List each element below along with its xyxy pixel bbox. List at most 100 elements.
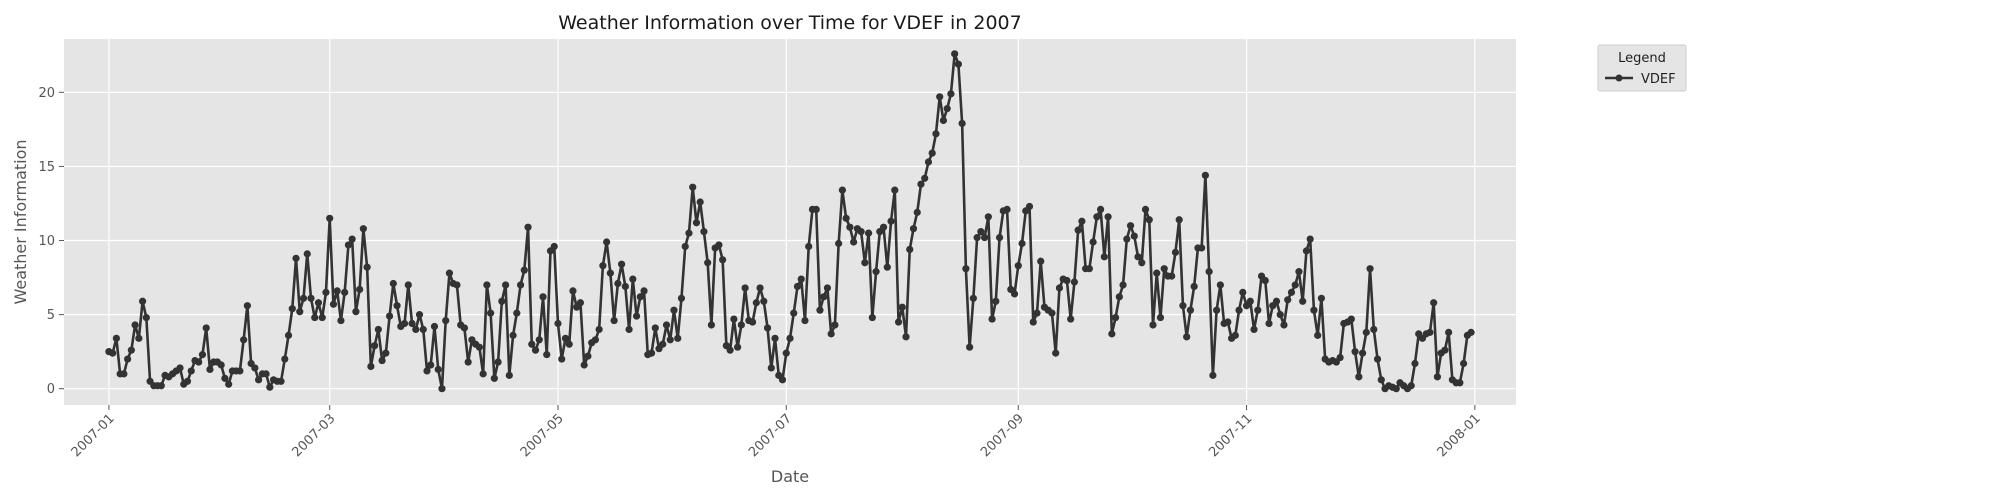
data-point xyxy=(131,321,139,329)
y-tick-label: 5 xyxy=(47,308,55,323)
data-point xyxy=(1299,297,1307,305)
data-point xyxy=(677,294,686,302)
data-point xyxy=(520,266,528,274)
y-grid xyxy=(64,91,1516,390)
data-point xyxy=(887,217,895,225)
data-point xyxy=(1175,216,1183,224)
data-point xyxy=(430,322,439,331)
data-point xyxy=(689,183,697,191)
data-point xyxy=(632,312,641,320)
data-point xyxy=(1370,325,1378,334)
data-point xyxy=(296,308,304,316)
data-point xyxy=(176,364,184,372)
data-point xyxy=(850,238,858,246)
data-point xyxy=(1108,330,1116,338)
data-point xyxy=(371,342,379,350)
data-point xyxy=(805,242,813,251)
data-point xyxy=(831,321,839,329)
data-point xyxy=(681,242,689,251)
data-point xyxy=(243,302,251,310)
data-point xyxy=(610,316,618,325)
data-point xyxy=(674,334,682,342)
data-point xyxy=(558,355,566,363)
data-point xyxy=(288,305,296,313)
data-point xyxy=(1160,265,1168,273)
data-point xyxy=(1235,306,1243,314)
x-tick-label: 2008-01 xyxy=(1435,411,1484,460)
y-tick-label: 0 xyxy=(47,382,55,397)
data-point xyxy=(1010,290,1019,298)
data-point xyxy=(408,319,416,328)
data-point xyxy=(1209,371,1217,379)
data-point xyxy=(782,349,790,357)
data-point xyxy=(1179,302,1187,310)
data-point xyxy=(284,331,293,339)
data-point xyxy=(292,254,300,262)
data-point xyxy=(793,282,802,291)
data-point xyxy=(1003,205,1011,213)
data-point xyxy=(1037,257,1045,265)
data-point xyxy=(1190,282,1198,291)
data-point xyxy=(445,269,454,277)
data-point xyxy=(659,340,667,348)
data-point xyxy=(1261,276,1269,285)
data-point xyxy=(311,313,319,322)
data-point xyxy=(1014,262,1022,270)
y-tick-label: 15 xyxy=(38,160,55,175)
data-point xyxy=(1351,348,1359,356)
chart-title: Weather Information over Time for VDEF i… xyxy=(558,12,1022,34)
data-point xyxy=(928,149,936,157)
data-point xyxy=(423,367,431,375)
data-point xyxy=(206,365,214,374)
data-point xyxy=(995,233,1004,242)
data-point xyxy=(958,119,966,128)
data-point xyxy=(981,233,989,242)
data-point xyxy=(255,376,263,384)
data-point xyxy=(487,309,495,317)
data-point xyxy=(625,325,633,334)
data-point xyxy=(692,219,701,227)
data-point xyxy=(1317,294,1325,302)
data-point xyxy=(1055,284,1064,292)
data-point xyxy=(494,358,502,366)
data-point xyxy=(333,287,341,295)
data-point xyxy=(599,262,607,270)
data-point xyxy=(337,316,345,325)
data-point xyxy=(561,334,570,342)
data-point xyxy=(464,358,472,366)
data-point xyxy=(988,315,996,323)
data-point xyxy=(752,299,760,307)
data-point xyxy=(509,331,517,339)
data-point xyxy=(1078,217,1086,225)
data-point xyxy=(1100,253,1108,261)
data-point xyxy=(1467,328,1475,336)
data-point xyxy=(797,275,805,283)
legend-marker-vdef xyxy=(1615,74,1623,82)
data-point xyxy=(1284,296,1292,304)
data-point xyxy=(1141,205,1150,213)
legend-label-vdef: VDEF xyxy=(1641,72,1676,87)
y-tick-label: 10 xyxy=(38,234,55,249)
data-point xyxy=(748,318,757,326)
data-point xyxy=(352,308,360,316)
data-point xyxy=(307,294,315,302)
data-point xyxy=(857,228,865,236)
data-point xyxy=(606,269,614,277)
data-point xyxy=(842,214,850,222)
data-point xyxy=(767,364,775,372)
plot-area xyxy=(64,39,1516,405)
data-point xyxy=(513,309,521,317)
data-point xyxy=(318,313,326,322)
data-point xyxy=(1272,297,1281,305)
data-point xyxy=(341,288,349,296)
data-point xyxy=(827,330,835,338)
data-point xyxy=(1115,293,1123,301)
data-point xyxy=(651,324,659,332)
data-point xyxy=(501,281,510,289)
data-point xyxy=(1018,239,1026,248)
data-point xyxy=(1239,288,1247,296)
data-point xyxy=(198,351,207,359)
data-point xyxy=(363,263,371,271)
data-point xyxy=(138,297,147,305)
data-point xyxy=(442,316,450,325)
